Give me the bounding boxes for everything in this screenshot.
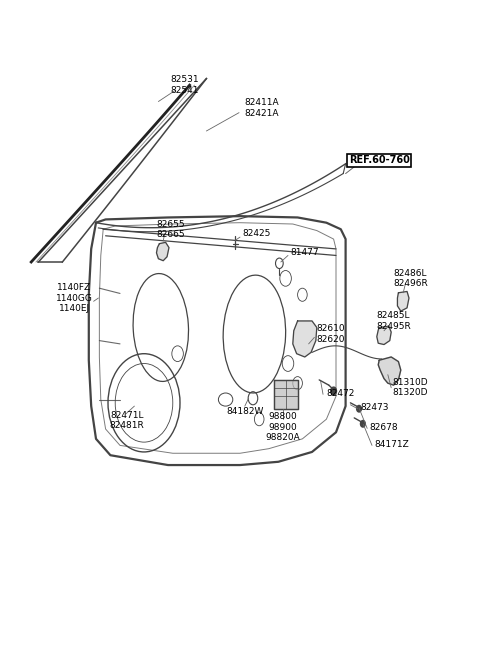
- Circle shape: [357, 405, 361, 412]
- Text: 81310D
81320D: 81310D 81320D: [393, 378, 428, 398]
- Polygon shape: [397, 291, 409, 311]
- Polygon shape: [156, 242, 169, 261]
- Text: 82655
82665: 82655 82665: [156, 219, 185, 239]
- Text: 82471L
82481R: 82471L 82481R: [110, 411, 144, 430]
- Polygon shape: [293, 321, 317, 357]
- Text: 82473: 82473: [360, 403, 388, 412]
- Text: 81477: 81477: [290, 248, 319, 257]
- Circle shape: [360, 421, 365, 427]
- Polygon shape: [377, 326, 391, 345]
- Text: 82531
82541: 82531 82541: [170, 75, 199, 95]
- Circle shape: [331, 387, 336, 395]
- Text: 82486L
82496R: 82486L 82496R: [393, 269, 428, 288]
- Text: 84182W: 84182W: [226, 407, 264, 416]
- Text: 82472: 82472: [326, 388, 355, 398]
- Text: 1140FZ
1140GG
1140EJ: 1140FZ 1140GG 1140EJ: [56, 283, 93, 313]
- Polygon shape: [378, 357, 401, 385]
- Text: 98800
98900
98820A: 98800 98900 98820A: [266, 412, 300, 442]
- Polygon shape: [274, 380, 298, 409]
- Text: 82485L
82495R: 82485L 82495R: [376, 311, 411, 331]
- Text: 84171Z: 84171Z: [374, 440, 409, 449]
- Text: REF.60-760: REF.60-760: [349, 155, 409, 166]
- Text: 82411A
82421A: 82411A 82421A: [245, 98, 279, 118]
- Text: 82610
82620: 82610 82620: [317, 324, 346, 344]
- Text: 82425: 82425: [242, 229, 271, 238]
- Text: 82678: 82678: [370, 422, 398, 432]
